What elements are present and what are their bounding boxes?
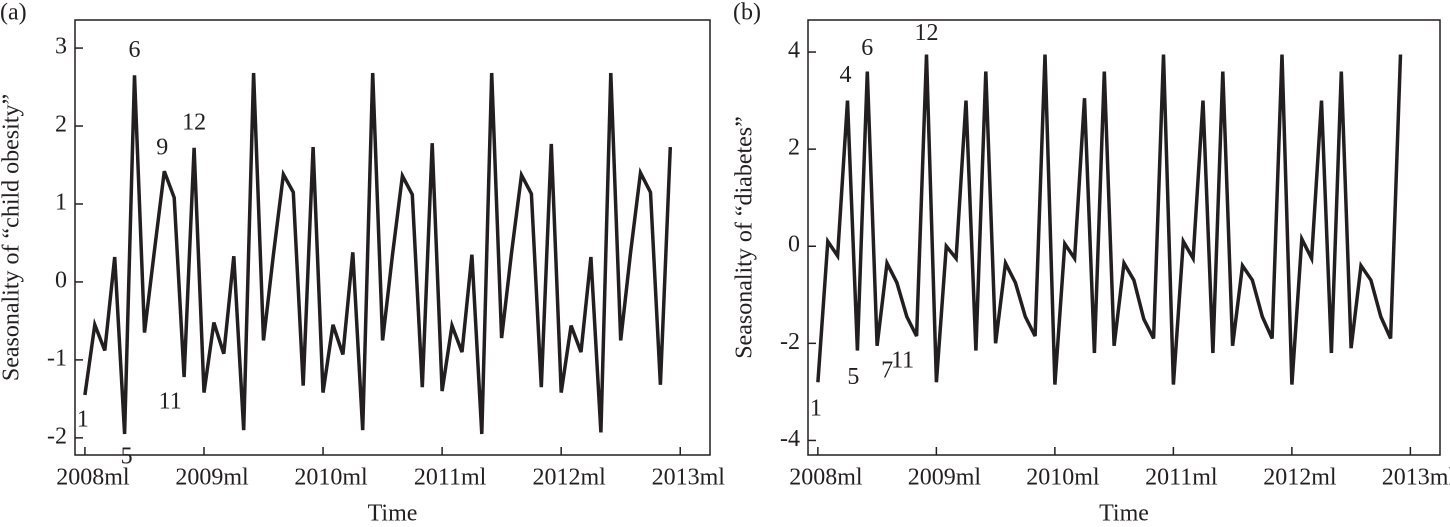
x-tick-label: 2009ml bbox=[908, 465, 982, 491]
x-tick-label: 2010ml bbox=[294, 465, 368, 491]
y-axis-label: Seasonality of “child obesity” bbox=[0, 94, 25, 381]
annotation: 1 bbox=[77, 406, 89, 432]
x-tick-label: 2009ml bbox=[175, 465, 249, 491]
plot-frame bbox=[807, 19, 1441, 456]
x-tick-label: 2010ml bbox=[1026, 465, 1100, 491]
x-tick-label: 2011ml bbox=[1145, 465, 1218, 491]
annotation: 5 bbox=[121, 443, 133, 469]
annotation: 11 bbox=[159, 389, 182, 415]
x-axis-label: Time bbox=[368, 501, 418, 527]
panel-label: (a) bbox=[0, 0, 27, 26]
y-tick-label: -1 bbox=[47, 345, 67, 371]
annotation: 5 bbox=[847, 364, 859, 390]
x-tick-label: 2013ml bbox=[1382, 465, 1450, 491]
y-tick-label: -2 bbox=[47, 423, 67, 449]
y-tick-label: 1 bbox=[55, 189, 67, 215]
y-tick-label: -4 bbox=[780, 426, 800, 452]
x-tick-label: 2008ml bbox=[789, 465, 863, 491]
annotation: 6 bbox=[129, 37, 141, 63]
y-tick-label: 3 bbox=[55, 34, 67, 60]
annotation: 7 bbox=[881, 357, 893, 383]
x-tick-label: 2012ml bbox=[533, 465, 607, 491]
plot-frame bbox=[74, 19, 711, 456]
y-tick-label: 0 bbox=[788, 232, 800, 258]
x-axis-label: Time bbox=[1099, 501, 1149, 527]
y-tick-label: -2 bbox=[780, 329, 800, 355]
annotation: 9 bbox=[156, 135, 168, 161]
annotation: 12 bbox=[915, 20, 939, 46]
y-tick-label: 0 bbox=[55, 267, 67, 293]
annotation: 11 bbox=[891, 348, 914, 374]
x-tick-label: 2008ml bbox=[56, 465, 130, 491]
panel-label: (b) bbox=[733, 0, 761, 26]
annotation: 6 bbox=[861, 35, 873, 61]
data-line bbox=[816, 54, 1403, 385]
x-tick-label: 2011ml bbox=[414, 465, 487, 491]
annotation: 1 bbox=[810, 396, 822, 422]
data-line bbox=[83, 72, 673, 435]
y-tick-label: 4 bbox=[788, 38, 800, 64]
annotation: 12 bbox=[182, 109, 206, 135]
x-tick-label: 2012ml bbox=[1263, 465, 1337, 491]
y-axis-label: Seasonality of “diabetes” bbox=[732, 116, 758, 359]
x-tick-label: 2013ml bbox=[652, 465, 726, 491]
annotation: 4 bbox=[840, 62, 852, 88]
y-tick-label: 2 bbox=[55, 112, 67, 138]
y-tick-label: 2 bbox=[788, 135, 800, 161]
